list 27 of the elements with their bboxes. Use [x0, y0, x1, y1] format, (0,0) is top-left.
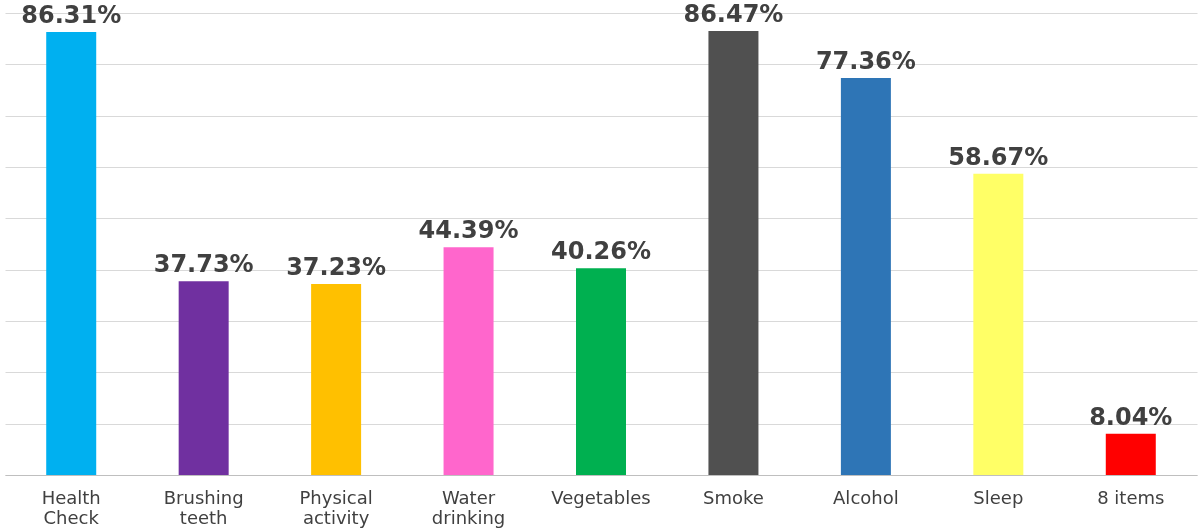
data-label: 37.23% — [286, 252, 387, 281]
x-tick-label: Sleep — [973, 486, 1024, 508]
data-label: 77.36% — [815, 46, 916, 75]
data-label: 86.31% — [21, 0, 122, 29]
data-label: 44.39% — [418, 216, 519, 245]
bar — [708, 31, 759, 475]
data-label: 58.67% — [948, 142, 1049, 171]
x-tick-label: Alcohol — [833, 486, 899, 508]
bar — [46, 31, 97, 475]
bar — [973, 173, 1024, 475]
x-tick-label: Vegetables — [551, 486, 651, 508]
x-tick-label: Smoke — [703, 486, 764, 508]
x-tick-label: Health Check — [41, 486, 101, 528]
x-tick-label: Water drinking — [431, 486, 506, 528]
bar — [840, 77, 891, 475]
x-tick-label: Brushing teeth — [163, 486, 244, 528]
x-tick-label: 8 items — [1097, 486, 1165, 508]
data-label: 8.04% — [1089, 402, 1173, 431]
bar — [576, 268, 626, 475]
data-label: 86.47% — [683, 0, 784, 29]
x-tick-label: Physical activity — [299, 486, 373, 528]
data-label: 40.26% — [551, 237, 651, 266]
bar — [311, 283, 362, 475]
bar — [443, 247, 494, 475]
bar — [178, 281, 229, 475]
data-label: 37.73% — [153, 250, 254, 279]
bar — [1105, 433, 1156, 475]
